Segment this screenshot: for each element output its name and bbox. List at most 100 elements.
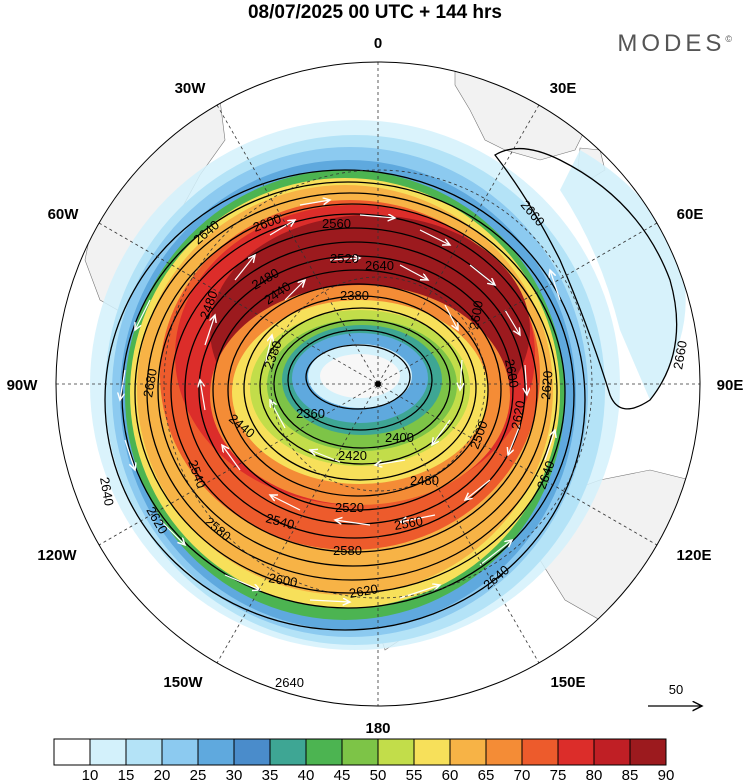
colorbar-tick-label: 45 <box>334 767 351 782</box>
colorbar-tick-label: 65 <box>478 767 495 782</box>
contour-2660-east <box>494 147 678 410</box>
wind-arrow <box>469 264 495 285</box>
lon-label-60w: 60W <box>48 206 80 223</box>
wind-arrow <box>270 495 301 511</box>
colorbar-box <box>125 738 163 766</box>
wind-arrow <box>204 315 215 346</box>
lon-label-30e: 30E <box>550 80 577 97</box>
contour-label: 2680 <box>140 367 160 398</box>
colorbar-box <box>269 738 307 766</box>
lon-label-150e: 150E <box>550 674 585 691</box>
contour-2540 <box>170 227 538 553</box>
wind-arrow <box>359 215 395 218</box>
longitude-labels: 0 30W 30E 60W 60E 90W 90E 120W 120E 150W… <box>7 35 744 737</box>
wind-arrow <box>432 419 451 445</box>
wind-arrow <box>270 400 286 429</box>
lon-label-120w: 120W <box>37 547 77 564</box>
colorbar-box <box>305 738 343 766</box>
colorbar-tick-label: 30 <box>226 767 243 782</box>
lon-label-90w: 90W <box>7 377 39 394</box>
colorbar-tick-label: 10 <box>82 767 99 782</box>
contour-label: 2520 <box>330 251 359 266</box>
wind-arrow <box>224 574 260 590</box>
map-disc <box>56 62 700 706</box>
wind-vectors <box>120 200 561 602</box>
contour-label: 2600 <box>502 358 522 389</box>
colorbar-tick-label: 35 <box>262 767 279 782</box>
contour-label: 2380 <box>340 288 369 303</box>
colorbar-tick-label: 85 <box>622 767 639 782</box>
lon-label-60e: 60E <box>677 206 704 223</box>
wind-arrow <box>264 335 272 366</box>
contour-2640 <box>104 169 586 631</box>
brand-name: MODES <box>617 30 726 57</box>
contour-2560 <box>157 213 549 567</box>
wind-arrow <box>375 459 406 465</box>
colorbar-box <box>161 738 199 766</box>
wind-arrow <box>479 540 512 566</box>
brand-copyright-mark: © <box>725 34 732 44</box>
colorbar-box <box>413 738 451 766</box>
meridian-60e-120w <box>98 222 658 546</box>
wind-arrow <box>444 304 458 330</box>
south-pole-marker <box>375 381 381 387</box>
colorbar-tick-label: 55 <box>406 767 423 782</box>
colorbar-box <box>629 738 667 766</box>
wind-arrow <box>419 229 450 245</box>
lon-label-90e: 90E <box>717 377 744 394</box>
contour-2460 <box>227 283 489 497</box>
colorbar-box <box>557 738 595 766</box>
contour-label: 2360 <box>296 406 325 421</box>
wind-arrow <box>525 364 527 395</box>
contour-2380 <box>287 329 433 431</box>
wind-arrow <box>135 299 151 330</box>
contour-label: 2660 <box>670 339 690 370</box>
wind-arrow <box>550 270 561 301</box>
colorbar-box <box>485 738 523 766</box>
lon-label-150w: 150W <box>163 674 203 691</box>
colorbar-boxes <box>53 738 667 766</box>
contour-label: 2400 <box>385 430 414 445</box>
colorbar-tick-label: 90 <box>658 767 675 782</box>
meridian-60w-120e <box>98 222 658 546</box>
wind-arrow <box>234 255 255 281</box>
contour-label: 2480 <box>410 473 439 488</box>
colorbar-box <box>377 738 415 766</box>
colorbar-tick-label: 25 <box>190 767 207 782</box>
lon-label-30w: 30W <box>175 80 207 97</box>
colorbar-box <box>53 738 91 766</box>
map-title: 08/07/2025 00 UTC + 144 hrs <box>247 2 503 23</box>
colorbar-box <box>341 738 379 766</box>
colorbar-box <box>233 738 271 766</box>
wind-arrow <box>465 479 491 500</box>
colorbar-tick-label: 40 <box>298 767 315 782</box>
contour-label: 2540 <box>264 510 296 532</box>
contour-label: 2560 <box>393 513 424 533</box>
contour-label: 2640 <box>365 258 394 273</box>
wind-arrow <box>299 200 330 206</box>
colorbar-box <box>449 738 487 766</box>
contour-label: 2640 <box>97 476 117 507</box>
contour-label: 2560 <box>322 216 351 231</box>
wind-arrow <box>159 519 185 545</box>
lon-label-180: 180 <box>365 720 390 737</box>
lon-label-0: 0 <box>374 35 382 52</box>
colorbar-tick-label: 75 <box>550 767 567 782</box>
graticule <box>56 62 700 706</box>
wind-arrow <box>544 430 555 461</box>
reference-vector-label: 50 <box>669 682 683 697</box>
contour-label: 2420 <box>338 448 367 463</box>
colorbar-box <box>593 738 631 766</box>
wind-arrow <box>200 380 206 411</box>
contour-label: 2640 <box>275 675 304 690</box>
colorbar-tick-label: 60 <box>442 767 459 782</box>
contour-label: 2620 <box>348 581 379 601</box>
wind-arrow <box>329 258 360 260</box>
colorbar-tick-label: 20 <box>154 767 171 782</box>
colorbar-tick-label: 80 <box>586 767 603 782</box>
contour-2600 <box>134 192 566 594</box>
wind-arrow <box>269 220 295 236</box>
wind-arrow <box>310 450 341 463</box>
brand-logo: MODES© <box>617 30 732 58</box>
